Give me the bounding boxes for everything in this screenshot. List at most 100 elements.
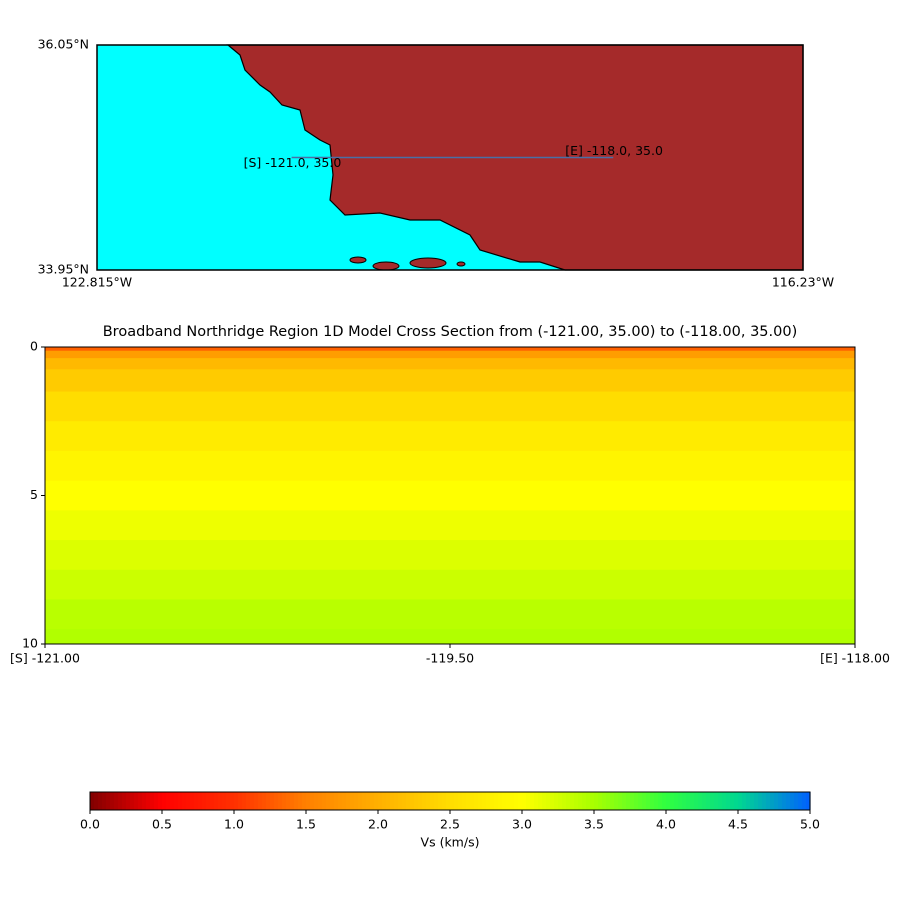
colorbar-cell	[222, 792, 227, 810]
colorbar-cell	[370, 792, 375, 810]
velocity-band	[45, 540, 855, 571]
colorbar-cell	[614, 792, 619, 810]
colorbar-cell	[730, 792, 735, 810]
velocity-band	[45, 391, 855, 422]
colorbar-cell	[686, 792, 691, 810]
colorbar-cell	[378, 792, 383, 810]
colorbar-cell	[642, 792, 647, 810]
y-tick-label: 0	[30, 339, 38, 354]
colorbar-cell	[158, 792, 163, 810]
colorbar-cell	[742, 792, 747, 810]
colorbar-cell	[290, 792, 295, 810]
colorbar-cell	[550, 792, 555, 810]
colorbar-cell	[566, 792, 571, 810]
colorbar-cell	[142, 792, 147, 810]
colorbar-cell	[586, 792, 591, 810]
colorbar-cell	[646, 792, 651, 810]
colorbar-cell	[230, 792, 235, 810]
colorbar-cell	[266, 792, 271, 810]
colorbar-cell	[430, 792, 435, 810]
colorbar-cell	[794, 792, 799, 810]
colorbar-cell	[650, 792, 655, 810]
colorbar-cell	[442, 792, 447, 810]
colorbar-cell	[722, 792, 727, 810]
colorbar-cell	[538, 792, 543, 810]
colorbar-cell	[438, 792, 443, 810]
colorbar-cell	[122, 792, 127, 810]
colorbar-cell	[418, 792, 423, 810]
colorbar-cell	[486, 792, 491, 810]
colorbar-cell	[394, 792, 399, 810]
colorbar-cell	[322, 792, 327, 810]
colorbar-cell	[338, 792, 343, 810]
colorbar-cell	[514, 792, 519, 810]
colorbar-cell	[234, 792, 239, 810]
y-tick-label: 33.95°N	[38, 262, 89, 277]
colorbar-cell	[734, 792, 739, 810]
colorbar-cell	[90, 792, 95, 810]
colorbar-cell	[286, 792, 291, 810]
colorbar-tick-label: 2.0	[368, 817, 388, 832]
colorbar-cell	[454, 792, 459, 810]
velocity-band	[45, 450, 855, 482]
annotation: [S] -121.0, 35.0	[244, 155, 342, 170]
colorbar-cell	[270, 792, 275, 810]
colorbar-cell	[118, 792, 123, 810]
colorbar-cell	[334, 792, 339, 810]
colorbar-cell	[494, 792, 499, 810]
x-tick-label: 122.815°W	[62, 275, 132, 290]
colorbar-cell	[534, 792, 539, 810]
colorbar-tick-label: 3.5	[584, 817, 604, 832]
x-tick-label: [S] -121.00	[10, 651, 80, 666]
colorbar-cell	[530, 792, 535, 810]
colorbar-cell	[342, 792, 347, 810]
colorbar-cell	[102, 792, 107, 810]
colorbar-cell	[638, 792, 643, 810]
colorbar-cell	[598, 792, 603, 810]
colorbar-cell	[630, 792, 635, 810]
colorbar-cell	[558, 792, 563, 810]
colorbar-cell	[634, 792, 639, 810]
x-tick-label: -119.50	[426, 651, 474, 666]
colorbar-cell	[478, 792, 483, 810]
colorbar-cell	[554, 792, 559, 810]
colorbar-cell	[562, 792, 567, 810]
colorbar-cell	[670, 792, 675, 810]
colorbar-cell	[350, 792, 355, 810]
colorbar-cell	[610, 792, 615, 810]
colorbar-cell	[202, 792, 207, 810]
annotation: [E] -118.0, 35.0	[565, 143, 663, 158]
colorbar-cell	[238, 792, 243, 810]
colorbar-cell	[710, 792, 715, 810]
colorbar-cell	[690, 792, 695, 810]
colorbar-cell	[186, 792, 191, 810]
colorbar-cell	[162, 792, 167, 810]
colorbar-cell	[138, 792, 143, 810]
colorbar-cell	[706, 792, 711, 810]
colorbar-cell	[214, 792, 219, 810]
colorbar-cell	[770, 792, 775, 810]
colorbar-tick-label: 4.5	[728, 817, 748, 832]
colorbar-cell	[298, 792, 303, 810]
map-frame	[96, 44, 804, 271]
colorbar-cell	[146, 792, 151, 810]
colorbar-cell	[570, 792, 575, 810]
colorbar-cell	[306, 792, 311, 810]
colorbar-cell	[398, 792, 403, 810]
colorbar-tick-label: 3.0	[512, 817, 532, 832]
island	[349, 256, 367, 264]
colorbar-cell	[470, 792, 475, 810]
colorbar-cell	[490, 792, 495, 810]
colorbar-cell	[346, 792, 351, 810]
colorbar-cell	[750, 792, 755, 810]
colorbar-cell	[190, 792, 195, 810]
velocity-band	[45, 569, 855, 600]
colorbar-cell	[758, 792, 763, 810]
velocity-band	[45, 347, 855, 352]
colorbar-cell	[510, 792, 515, 810]
colorbar-cell	[366, 792, 371, 810]
colorbar-cell	[450, 792, 455, 810]
colorbar-cell	[310, 792, 315, 810]
colorbar-cell	[590, 792, 595, 810]
colorbar-cell	[542, 792, 547, 810]
